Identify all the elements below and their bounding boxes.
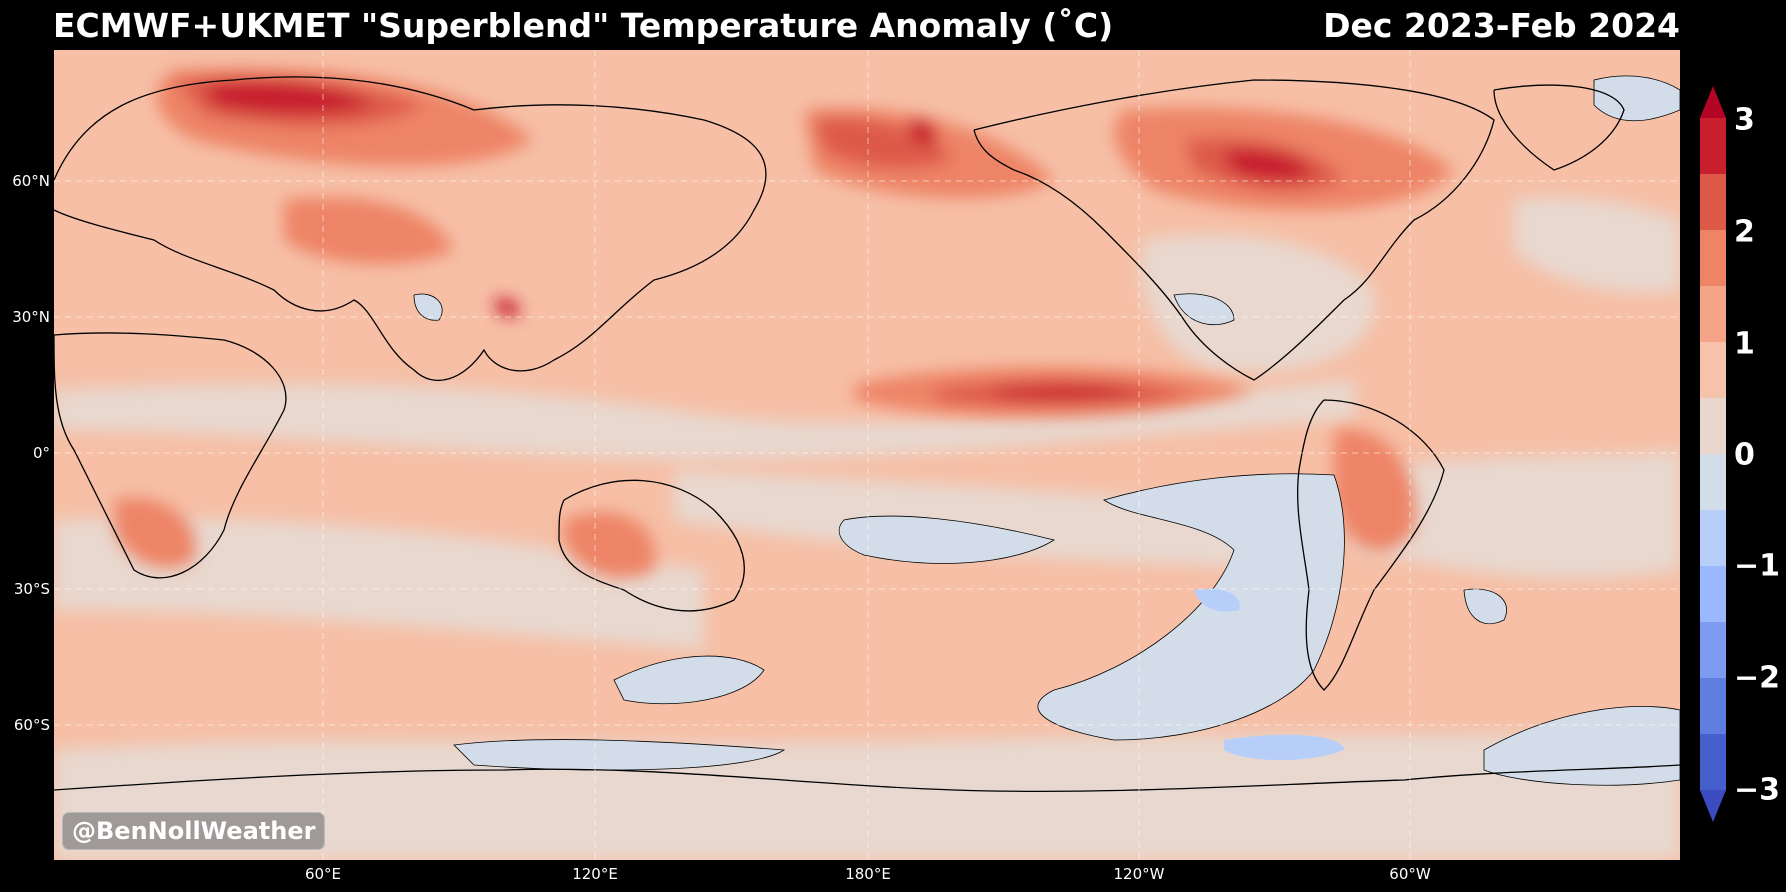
lon-label-60w: 60°W: [1389, 865, 1431, 883]
colorbar-label-1: 1: [1734, 326, 1755, 362]
colorbar-segment: [1700, 622, 1726, 679]
anomaly-map: [54, 50, 1680, 860]
map-title: ECMWF+UKMET "Superblend" Temperature Ano…: [53, 6, 1114, 45]
lon-label-180e: 180°E: [845, 865, 891, 883]
colorbar-segment: [1700, 454, 1726, 511]
colorbar-segment: [1700, 734, 1726, 791]
watermark-badge: @BenNollWeather: [62, 812, 326, 850]
colorbar-extend-max: [1700, 86, 1726, 118]
colorbar-segment: [1700, 566, 1726, 623]
continent-outlines: [54, 76, 1680, 793]
cool-anomaly-areas: [413, 75, 1680, 786]
gridlines: [54, 50, 1680, 860]
neutral-anomaly-areas: [54, 197, 1680, 860]
colorbar-segment: [1700, 230, 1726, 287]
colorbar-segment: [1700, 510, 1726, 567]
colorbar-label-3: 3: [1734, 102, 1755, 138]
colorbar-segment: [1700, 678, 1726, 735]
lat-label-60s: 60°S: [13, 716, 50, 734]
colorbar-segment: [1700, 118, 1726, 175]
colorbar-extend-min: [1700, 790, 1726, 822]
lon-label-120w: 120°W: [1113, 865, 1165, 883]
antarctica-outline: [54, 764, 1680, 793]
north-america-outline: [973, 79, 1495, 381]
colorbar-label-neg3: −3: [1734, 772, 1781, 808]
lat-label-30n: 30°N: [12, 308, 50, 326]
lat-label-30s: 30°S: [13, 580, 50, 598]
south-america-outline: [1297, 399, 1445, 691]
lat-label-equator: 0°: [32, 444, 50, 462]
colorbar-segment: [1700, 286, 1726, 343]
colorbar-segment: [1700, 342, 1726, 399]
colorbar-label-neg1: −1: [1734, 548, 1781, 584]
colorbar-segment: [1700, 174, 1726, 231]
period-label: Dec 2023-Feb 2024: [1323, 6, 1680, 45]
colorbar: [1700, 86, 1726, 822]
africa-outline: [54, 332, 287, 579]
warm-anomaly-areas: [114, 68, 1454, 579]
lat-label-60n: 60°N: [12, 172, 50, 190]
colorbar-label-neg2: −2: [1734, 660, 1781, 696]
colorbar-segment: [1700, 398, 1726, 455]
colorbar-label-2: 2: [1734, 214, 1755, 250]
colorbar-label-0: 0: [1734, 437, 1755, 473]
australia-outline: [558, 479, 746, 612]
greenland-outline: [1493, 84, 1625, 171]
lon-label-60e: 60°E: [304, 865, 342, 883]
lon-label-120e: 120°E: [572, 865, 618, 883]
eurasia-outline: [54, 76, 767, 381]
